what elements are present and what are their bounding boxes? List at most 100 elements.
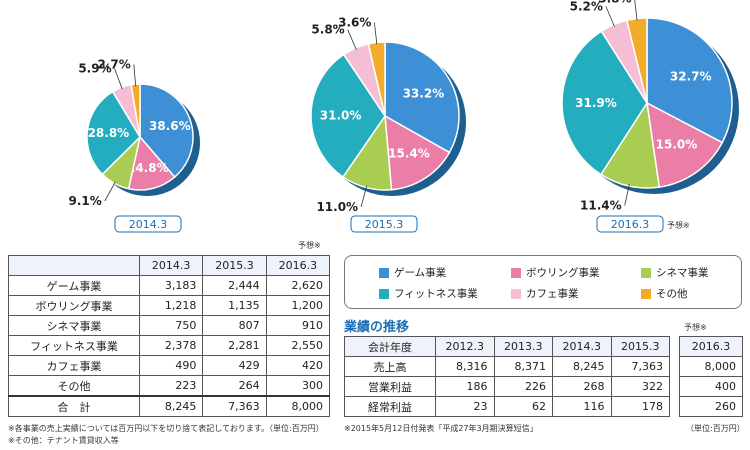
pie-chart-2: 32.7% 15.0% 11.4% 31.9% 5.2%3.8% 2016.3 予想※ (561, 0, 739, 233)
table-cell: 264 (202, 375, 267, 397)
table-row: その他 223 264 300 (8, 375, 331, 397)
table-cell: 2,378 (138, 335, 204, 356)
table-header-row: 会計年度 2012.3 2013.3 2014.3 2015.3 (344, 336, 670, 357)
table-header-row: 2016.3 (679, 336, 743, 357)
performance-forecast-mark: 予想※ (684, 323, 707, 332)
sales-note: ※各事業の売上実績については百万円以下を切り捨て表記しております。（単位:百万円… (8, 424, 324, 433)
table-cell: 429 (202, 355, 267, 376)
slice-label-cinema: 9.1% (69, 194, 102, 208)
row-label: ボウリング事業 (8, 295, 140, 316)
slice-label-other: 3.8% (598, 0, 631, 6)
performance-unit: （単位:百万円） (686, 424, 745, 433)
leader-line (634, 0, 638, 21)
legend-swatch (379, 267, 389, 278)
pie-caption: 2014.3 (129, 218, 168, 231)
table-cell: 3,183 (138, 275, 204, 296)
row-label: フィットネス事業 (8, 335, 140, 356)
legend-label: その他 (656, 288, 688, 300)
table-row: シネマ事業 750 807 910 (8, 315, 331, 336)
legend-swatch (641, 267, 651, 278)
table-cell: 268 (552, 376, 612, 397)
pie-slice-bowling (646, 101, 724, 188)
leader-line (624, 184, 630, 206)
table-header-cell: 2015.3 (610, 336, 670, 357)
other-note: ※その他：テナント賃貸収入等 (8, 436, 119, 445)
slice-label-bowling: 15.4% (388, 146, 430, 160)
legend-label: ゲーム事業 (394, 267, 447, 279)
leader-line (360, 185, 368, 208)
performance-table: 会計年度 2012.3 2013.3 2014.3 2015.3 売上高 8,3… (344, 336, 670, 417)
leader-line (347, 29, 357, 51)
table-row: 営業利益 186 226 268 322 (344, 376, 670, 397)
slice-label-bowling: 14.8% (127, 161, 169, 175)
table-cell: 490 (138, 355, 204, 376)
pie-slice-fitness (310, 53, 386, 178)
sales-forecast-mark: 予想※ (298, 241, 321, 250)
table-header-cell: 2014.3 (138, 255, 204, 276)
table-cell: 300 (265, 375, 331, 397)
pie-chart-0: 38.6% 14.8% 9.1% 28.8% 5.9%2.7% 2014.3 (69, 57, 200, 233)
legend-item-game: ゲーム事業 (379, 265, 446, 280)
segment-sales-table: 2014.3 2015.3 2016.3 ゲーム事業 3,183 2,444 2… (8, 255, 331, 417)
legend-item-fitness: フィットネス事業 (379, 286, 478, 301)
table-header-cell: 2012.3 (435, 336, 495, 357)
row-label: ゲーム事業 (8, 275, 140, 296)
pie-slice-fitness (561, 30, 648, 176)
table-cell: 116 (552, 396, 612, 417)
table-cell: 910 (265, 315, 331, 336)
leader-line (605, 6, 615, 27)
table-cell: 2,281 (202, 335, 267, 356)
table-row: ボウリング事業 1,218 1,135 1,200 (8, 295, 331, 316)
table-cell: 1,135 (202, 295, 267, 316)
legend-label: シネマ事業 (656, 267, 709, 279)
table-cell: 8,000 (679, 356, 743, 377)
table-cell: 223 (138, 375, 204, 397)
table-header-cell: 会計年度 (344, 336, 436, 357)
leader-line (114, 68, 123, 90)
slice-label-game: 38.6% (149, 119, 191, 133)
table-cell: 322 (610, 376, 670, 397)
table-cell: 8,245 (138, 395, 204, 417)
legend-swatch (641, 288, 651, 299)
table-row: ゲーム事業 3,183 2,444 2,620 (8, 275, 331, 296)
slice-label-game: 32.7% (670, 70, 712, 84)
slice-label-cinema: 11.4% (580, 199, 622, 213)
pie-charts-area: 38.6% 14.8% 9.1% 28.8% 5.9%2.7% 2014.3 33.2% 15… (69, 0, 739, 233)
table-header-cell: 2015.3 (202, 255, 267, 276)
pie-caption: 2015.3 (365, 218, 404, 231)
table-cell: 8,316 (435, 356, 495, 377)
pie-slice-bowling (384, 114, 451, 191)
legend-swatch (511, 267, 521, 278)
table-row: 260 (679, 396, 743, 417)
legend-label: フィットネス事業 (394, 288, 478, 300)
table-header-cell: 2016.3 (265, 255, 331, 276)
leader-line (104, 181, 116, 202)
table-cell: 750 (138, 315, 204, 336)
row-label: その他 (8, 375, 140, 397)
table-cell: 7,363 (202, 395, 267, 417)
table-cell: 8,000 (265, 395, 331, 417)
pie-caption: 2016.3 (611, 218, 650, 231)
table-cell: 2,620 (265, 275, 331, 296)
pie-slice-game (139, 83, 194, 179)
slice-label-cafe: 5.2% (570, 0, 603, 13)
total-row: 合 計 8,245 7,363 8,000 (8, 395, 331, 417)
table-cell: 8,371 (493, 356, 553, 377)
slice-label-cafe: 5.8% (311, 23, 344, 37)
table-header-cell (8, 255, 140, 276)
row-label: 売上高 (344, 356, 436, 377)
table-cell: 226 (493, 376, 553, 397)
pie-legend: ゲーム事業 ボウリング事業 シネマ事業 フィットネス事業 カフェ事業 その他 (344, 255, 742, 309)
slice-label-fitness: 31.0% (320, 109, 362, 123)
row-label: 営業利益 (344, 376, 436, 397)
pie-slice-game (646, 17, 733, 144)
row-label: 合 計 (8, 395, 140, 417)
legend-swatch (511, 288, 521, 299)
table-cell: 260 (679, 396, 743, 417)
leader-line (374, 22, 378, 45)
table-row: 売上高 8,316 8,371 8,245 7,363 (344, 356, 670, 377)
row-label: シネマ事業 (8, 315, 140, 336)
performance-forecast-table: 2016.3 8,000 400 260 (679, 336, 743, 417)
table-cell: 400 (679, 376, 743, 397)
table-cell: 1,218 (138, 295, 204, 316)
